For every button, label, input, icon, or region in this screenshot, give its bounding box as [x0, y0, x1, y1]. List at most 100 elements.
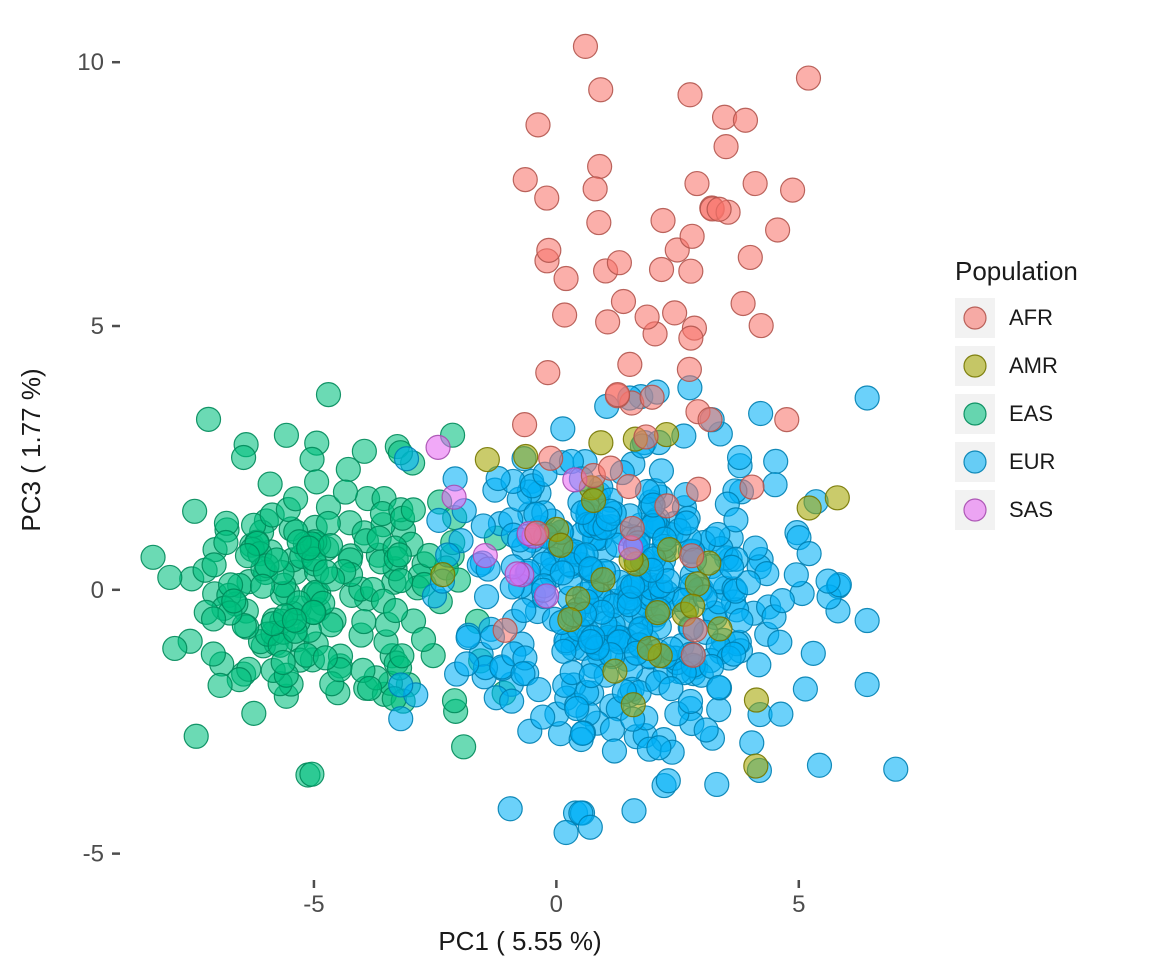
point-eas	[316, 383, 340, 407]
pca-scatter-chart: -505 -50510 PC1 ( 5.55 %) PC3 ( 1.77 %) …	[0, 0, 1152, 960]
y-axis-label: PC3 ( 1.77 %)	[16, 368, 46, 531]
point-eur	[784, 563, 808, 587]
point-amr	[744, 688, 768, 712]
point-eur	[855, 673, 879, 697]
point-eur	[674, 511, 698, 535]
legend-item-sas: SAS	[955, 490, 1053, 530]
point-amr	[797, 496, 821, 520]
point-amr	[708, 617, 732, 641]
point-eur	[427, 508, 451, 532]
point-eur	[621, 574, 645, 598]
point-amr	[646, 601, 670, 625]
point-afr	[583, 177, 607, 201]
point-afr	[681, 643, 705, 667]
point-afr	[635, 305, 659, 329]
point-amr	[621, 693, 645, 717]
point-afr	[620, 516, 644, 540]
point-afr	[766, 218, 790, 242]
point-eur	[512, 598, 536, 622]
point-eur	[551, 417, 575, 441]
point-afr	[589, 78, 613, 102]
point-eas	[352, 439, 376, 463]
point-eas	[390, 644, 414, 668]
point-amr	[825, 486, 849, 510]
point-eas	[389, 569, 413, 593]
legend-label: EAS	[1009, 401, 1053, 426]
point-eur	[647, 736, 671, 760]
point-afr	[553, 303, 577, 327]
legend-item-amr: AMR	[955, 346, 1058, 386]
y-tick-label: -5	[83, 841, 104, 868]
point-eur	[622, 799, 646, 823]
point-afr	[698, 408, 722, 432]
point-afr	[683, 618, 707, 642]
point-eur	[694, 718, 718, 742]
point-eas	[202, 553, 226, 577]
x-tick-label: 5	[792, 891, 805, 918]
point-eur	[602, 739, 626, 763]
x-tick-label: 0	[550, 891, 563, 918]
point-afr	[535, 186, 559, 210]
point-afr	[525, 521, 549, 545]
point-eur	[797, 542, 821, 566]
point-eur	[769, 702, 793, 726]
point-eur	[749, 402, 773, 426]
point-sas	[473, 544, 497, 568]
point-afr	[537, 238, 561, 262]
point-eas	[387, 543, 411, 567]
point-amr	[658, 538, 682, 562]
point-afr	[687, 477, 711, 501]
point-eas	[232, 445, 256, 469]
point-afr	[733, 108, 757, 132]
point-eas	[401, 498, 425, 522]
plot-area	[88, 34, 908, 844]
point-sas	[442, 485, 466, 509]
point-eas	[352, 610, 376, 634]
point-eas	[242, 701, 266, 725]
point-eur	[552, 639, 576, 663]
point-afr	[677, 357, 701, 381]
point-sas	[426, 435, 450, 459]
point-afr	[539, 446, 563, 470]
point-afr	[731, 291, 755, 315]
point-afr	[607, 251, 631, 275]
point-eur	[578, 815, 602, 839]
point-amr	[558, 608, 582, 632]
point-eur	[455, 652, 479, 676]
point-eas	[300, 762, 324, 786]
point-eur	[679, 689, 703, 713]
point-eas	[141, 545, 165, 569]
point-eas	[313, 560, 337, 584]
point-eas	[274, 423, 298, 447]
point-afr	[513, 413, 537, 437]
point-eas	[384, 599, 408, 623]
point-eur	[707, 675, 731, 699]
point-eur	[656, 769, 680, 793]
point-eas	[235, 544, 259, 568]
point-eur	[747, 653, 771, 677]
point-afr	[617, 475, 641, 499]
point-afr	[679, 259, 703, 283]
point-amr	[549, 533, 573, 557]
point-eas	[163, 636, 187, 660]
point-amr	[591, 568, 615, 592]
point-eur	[389, 707, 413, 731]
point-eas	[202, 607, 226, 631]
point-amr	[589, 431, 613, 455]
legend-item-afr: AFR	[955, 298, 1053, 338]
point-eur	[705, 772, 729, 796]
legend: Population AFRAMREASEURSAS	[955, 256, 1078, 530]
point-afr	[651, 208, 675, 232]
point-eur	[807, 753, 831, 777]
point-eur	[578, 630, 602, 654]
point-afr	[738, 245, 762, 269]
point-eur	[707, 698, 731, 722]
point-eur	[471, 514, 495, 538]
point-amr	[685, 572, 709, 596]
point-amr	[475, 448, 499, 472]
point-eur	[527, 678, 551, 702]
point-afr	[536, 361, 560, 385]
point-afr	[634, 425, 658, 449]
point-sas	[535, 584, 559, 608]
legend-label: SAS	[1009, 497, 1053, 522]
